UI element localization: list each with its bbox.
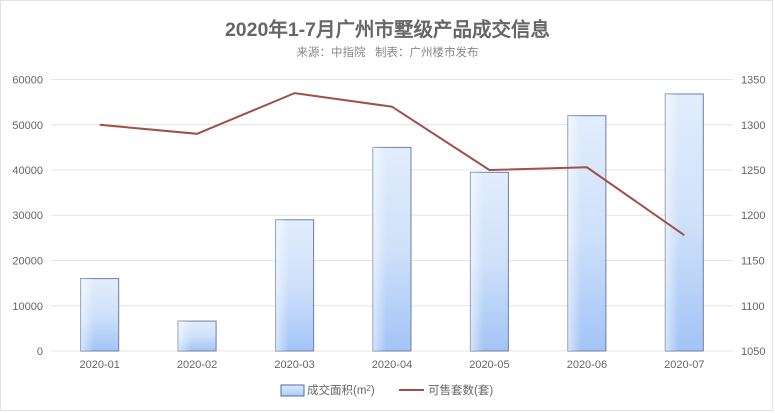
svg-text:50000: 50000 [12,120,43,132]
svg-text:10000: 10000 [12,301,43,313]
svg-text:1250: 1250 [741,165,765,177]
svg-text:1100: 1100 [741,301,765,313]
svg-text:2020-06: 2020-06 [567,359,607,371]
svg-text:2020-03: 2020-03 [274,359,314,371]
svg-text:20000: 20000 [12,256,43,268]
svg-text:2020-05: 2020-05 [469,359,509,371]
svg-text:1050: 1050 [741,346,765,358]
svg-text:1350: 1350 [741,75,765,87]
svg-text:2020-02: 2020-02 [177,359,217,371]
svg-text:0: 0 [37,346,43,358]
svg-text:1300: 1300 [741,120,765,132]
svg-text:1200: 1200 [741,210,765,222]
svg-text:2020-01: 2020-01 [80,359,120,371]
svg-text:60000: 60000 [12,75,43,87]
svg-text:2020-07: 2020-07 [664,359,704,371]
svg-text:成交面积(m2): 成交面积(m2) [307,383,375,397]
svg-text:30000: 30000 [12,210,43,222]
svg-text:1150: 1150 [741,256,765,268]
svg-text:可售套数(套): 可售套数(套) [428,383,493,397]
svg-text:40000: 40000 [12,165,43,177]
svg-text:2020-04: 2020-04 [372,359,412,371]
